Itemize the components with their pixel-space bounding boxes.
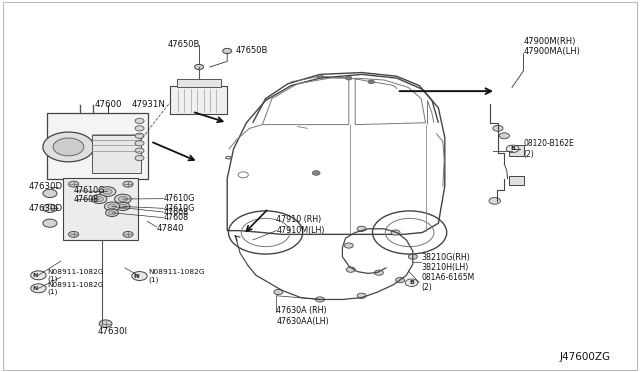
Text: B: B xyxy=(409,280,414,285)
Circle shape xyxy=(99,187,116,196)
Circle shape xyxy=(135,141,144,146)
Circle shape xyxy=(92,195,107,203)
Text: N08911-1082G
(1): N08911-1082G (1) xyxy=(47,282,104,295)
Text: N: N xyxy=(33,273,38,278)
Circle shape xyxy=(68,231,79,237)
Circle shape xyxy=(118,196,127,202)
Circle shape xyxy=(43,132,94,162)
Circle shape xyxy=(115,194,131,204)
Polygon shape xyxy=(225,156,232,159)
Circle shape xyxy=(499,133,509,139)
Circle shape xyxy=(135,126,144,131)
Circle shape xyxy=(68,181,79,187)
FancyBboxPatch shape xyxy=(509,145,524,156)
Text: 47630I: 47630I xyxy=(97,327,127,336)
Text: 47910 (RH)
47910M(LH): 47910 (RH) 47910M(LH) xyxy=(276,215,325,235)
Circle shape xyxy=(274,289,283,295)
Circle shape xyxy=(132,272,147,280)
Circle shape xyxy=(489,198,500,204)
Text: 38210G(RH)
38210H(LH): 38210G(RH) 38210H(LH) xyxy=(421,253,470,272)
Circle shape xyxy=(312,171,320,175)
Circle shape xyxy=(43,219,57,227)
Circle shape xyxy=(223,48,232,54)
Text: J47600ZG: J47600ZG xyxy=(560,352,611,362)
Circle shape xyxy=(346,76,352,80)
Circle shape xyxy=(317,74,323,78)
Circle shape xyxy=(396,278,404,283)
Text: 081A6-6165M
(2): 081A6-6165M (2) xyxy=(421,273,474,292)
Circle shape xyxy=(357,226,366,231)
Text: N: N xyxy=(134,273,139,279)
Circle shape xyxy=(135,148,144,153)
Circle shape xyxy=(135,133,144,138)
FancyBboxPatch shape xyxy=(63,178,138,240)
Circle shape xyxy=(53,138,84,156)
Text: 47610G: 47610G xyxy=(163,204,195,213)
Circle shape xyxy=(391,230,400,235)
Circle shape xyxy=(368,80,374,84)
Circle shape xyxy=(109,211,115,215)
Text: 47900M(RH)
47900MA(LH): 47900M(RH) 47900MA(LH) xyxy=(524,37,580,56)
FancyBboxPatch shape xyxy=(47,113,148,179)
Circle shape xyxy=(408,254,417,259)
Circle shape xyxy=(316,297,324,302)
FancyBboxPatch shape xyxy=(177,79,221,87)
Circle shape xyxy=(195,64,204,70)
Text: 47630D: 47630D xyxy=(28,182,62,191)
Text: 47650B: 47650B xyxy=(168,40,200,49)
Text: N08911-1082G
(1): N08911-1082G (1) xyxy=(148,269,205,283)
Circle shape xyxy=(123,231,133,237)
Circle shape xyxy=(506,145,519,153)
Text: B: B xyxy=(510,146,515,151)
Text: 47630A (RH)
47630AA(LH): 47630A (RH) 47630AA(LH) xyxy=(276,307,329,326)
Circle shape xyxy=(43,204,57,212)
Text: N08911-1082G
(1): N08911-1082G (1) xyxy=(47,269,104,282)
Circle shape xyxy=(135,155,144,161)
Circle shape xyxy=(104,202,120,211)
Text: 47608: 47608 xyxy=(163,213,188,222)
Text: 47610G: 47610G xyxy=(163,194,195,203)
Circle shape xyxy=(346,267,355,272)
FancyBboxPatch shape xyxy=(92,135,141,173)
Text: 47608: 47608 xyxy=(163,208,188,217)
Circle shape xyxy=(344,243,353,248)
Circle shape xyxy=(374,270,383,275)
Text: 47610G: 47610G xyxy=(74,186,105,195)
Circle shape xyxy=(103,189,112,194)
Circle shape xyxy=(135,118,144,124)
Text: N: N xyxy=(33,286,38,291)
Circle shape xyxy=(493,125,503,131)
Circle shape xyxy=(43,189,57,198)
Circle shape xyxy=(31,271,46,280)
Circle shape xyxy=(116,202,130,211)
Circle shape xyxy=(95,196,104,202)
Text: 47608: 47608 xyxy=(74,195,99,204)
Circle shape xyxy=(123,181,133,187)
Circle shape xyxy=(31,284,46,293)
Circle shape xyxy=(405,279,418,286)
Text: 47600: 47600 xyxy=(95,100,122,109)
Text: 47931N: 47931N xyxy=(131,100,165,109)
FancyBboxPatch shape xyxy=(170,86,227,114)
Circle shape xyxy=(119,204,127,209)
Text: 47650B: 47650B xyxy=(236,46,268,55)
Circle shape xyxy=(106,209,118,217)
FancyBboxPatch shape xyxy=(509,176,524,185)
Circle shape xyxy=(357,293,366,298)
Text: 08120-B162E
(2): 08120-B162E (2) xyxy=(524,139,574,158)
Circle shape xyxy=(99,320,112,327)
Text: 47840: 47840 xyxy=(157,224,184,233)
Circle shape xyxy=(108,204,116,209)
Text: 47630D: 47630D xyxy=(28,204,62,213)
